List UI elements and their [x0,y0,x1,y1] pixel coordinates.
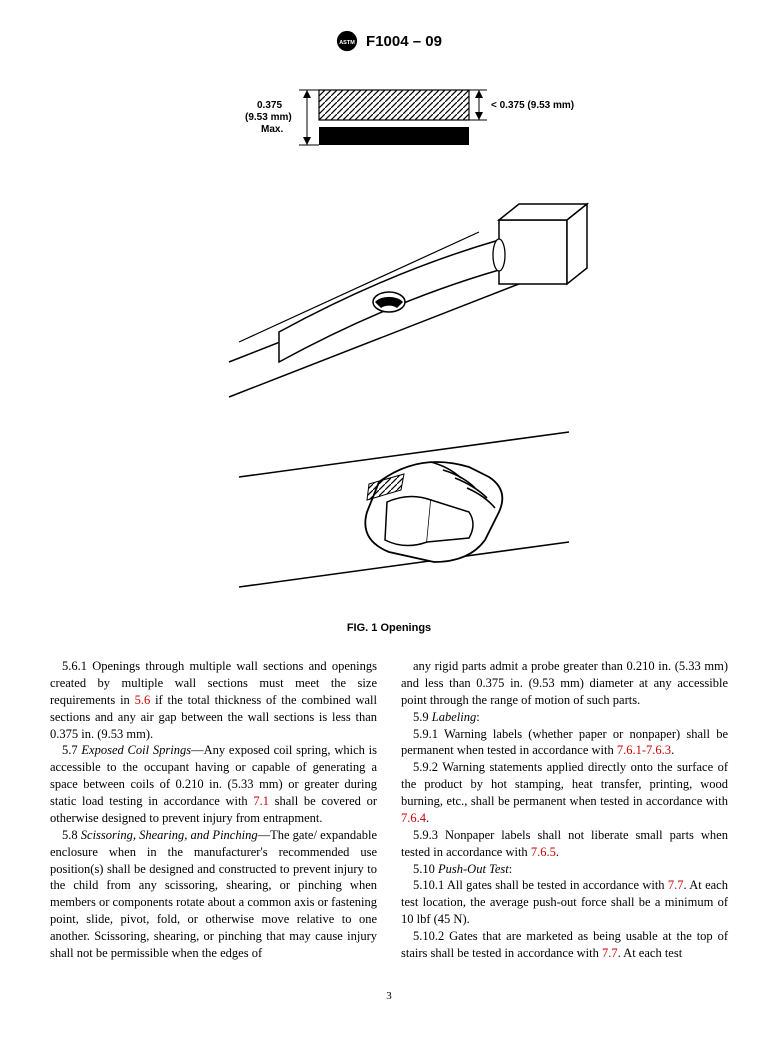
para-5-9: 5.9 Labeling: [401,709,728,726]
svg-text:ASTM: ASTM [339,40,355,46]
ref-7-7b[interactable]: 7.7 [602,946,618,960]
dim-left-1: 0.375 [257,100,282,111]
figure-1: 0.375 (9.53 mm) Max. < 0.375 (9.53 mm) [50,72,728,612]
para-5-8-cont: any rigid parts admit a probe greater th… [401,658,728,709]
para-5-9-1: 5.9.1 Warning labels (whether paper or n… [401,726,728,760]
para-5-10-1: 5.10.1 All gates shall be tested in acco… [401,877,728,928]
figure-caption: FIG. 1 Openings [50,622,728,634]
para-5-6-1: 5.6.1 Openings through multiple wall sec… [50,658,377,742]
svg-text:< 0.375 (9.53 mm): < 0.375 (9.53 mm) [491,100,574,111]
para-5-8: 5.8 Scissoring, Shearing, and Pinching—T… [50,827,377,962]
ref-7-6-5[interactable]: 7.6.5 [531,845,556,859]
ref-7-7a[interactable]: 7.7 [668,878,684,892]
para-5-10-2: 5.10.2 Gates that are marketed as being … [401,928,728,962]
ref-7-6-1-3[interactable]: 7.6.1-7.6.3 [617,743,671,757]
para-5-7: 5.7 Exposed Coil Springs—Any exposed coi… [50,742,377,826]
svg-text:Max.: Max. [261,124,283,135]
para-5-9-2: 5.9.2 Warning statements applied directl… [401,759,728,827]
body-columns: 5.6.1 Openings through multiple wall sec… [50,658,728,962]
right-column: any rigid parts admit a probe greater th… [401,658,728,962]
para-5-10: 5.10 Push-Out Test: [401,861,728,878]
ref-5-6[interactable]: 5.6 [135,693,151,707]
left-column: 5.6.1 Openings through multiple wall sec… [50,658,377,962]
svg-text:(9.53 mm): (9.53 mm) [245,112,292,123]
ref-7-1[interactable]: 7.1 [253,794,269,808]
astm-logo-icon: ASTM [336,30,358,52]
ref-7-6-4[interactable]: 7.6.4 [401,811,426,825]
page-header: ASTM F1004 – 09 [50,30,728,52]
para-5-9-3: 5.9.3 Nonpaper labels shall not liberate… [401,827,728,861]
designation-text: F1004 – 09 [366,33,442,50]
page-number: 3 [50,990,728,1002]
